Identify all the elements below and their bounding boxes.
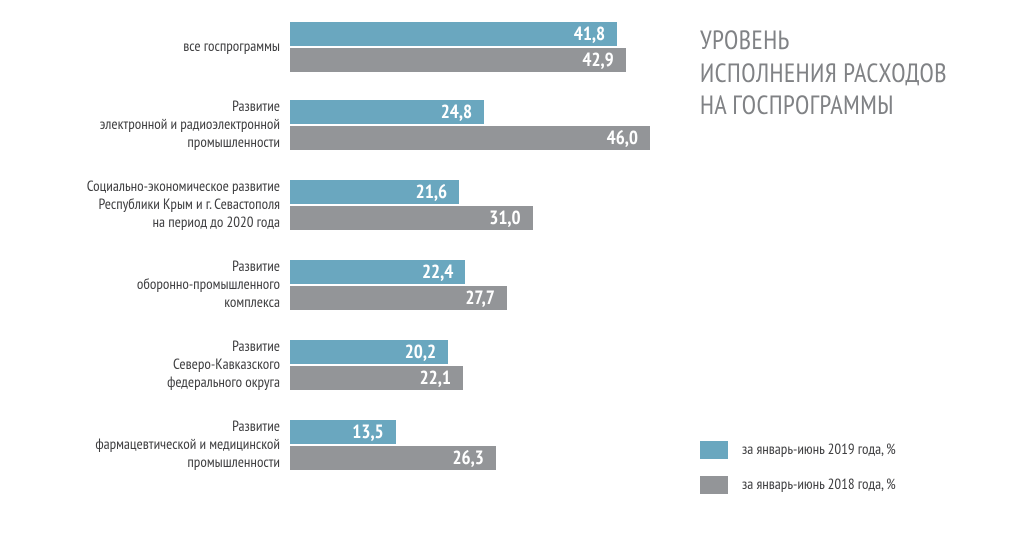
title-line: НА ГОСПРОГРАММЫ (700, 89, 894, 122)
bar-value: 31,0 (489, 206, 520, 230)
bar-y2019: 13,5 (290, 420, 396, 444)
bar-y2018: 31,0 (290, 206, 533, 230)
chart-row: РазвитиеСеверо-Кавказскогофедерального о… (40, 338, 650, 392)
bar-y2019: 20,2 (290, 340, 448, 364)
bar-y2019: 21,6 (290, 180, 459, 204)
chart-title: УРОВЕНЬИСПОЛНЕНИЯ РАСХОДОВНА ГОСПРОГРАММ… (700, 25, 1010, 123)
chart-container: УРОВЕНЬИСПОЛНЕНИЯ РАСХОДОВНА ГОСПРОГРАММ… (0, 0, 1024, 549)
chart-row: Развитиефармацевтической и медицинскойпр… (40, 418, 650, 472)
legend-item: за январь-июнь 2019 года, % (700, 440, 1000, 459)
chart-row: Развитиеэлектронной и радиоэлектроннойпр… (40, 98, 650, 152)
bar-value: 20,2 (405, 340, 436, 364)
bar-value: 41,8 (574, 22, 605, 46)
title-line: УРОВЕНЬ (700, 24, 790, 57)
bar-y2018: 26,3 (290, 446, 496, 470)
legend-swatch (700, 441, 728, 459)
legend-label: за январь-июнь 2019 года, % (742, 440, 896, 459)
bar-y2019: 41,8 (290, 22, 617, 46)
title-line: ИСПОЛНЕНИЯ РАСХОДОВ (700, 57, 947, 90)
bar-group: 20,222,1 (290, 340, 650, 390)
bar-value: 22,1 (420, 366, 451, 390)
legend-item: за январь-июнь 2018 года, % (700, 475, 1000, 494)
bar-group: 13,5 26,3 (290, 420, 650, 470)
chart-row: Развитиеоборонно-промышленногокомплекса2… (40, 258, 650, 312)
bar-y2018: 27,7 (290, 286, 507, 310)
chart-row: все госпрограммы41,842,9 (40, 22, 650, 72)
bar-value: 42,9 (582, 48, 613, 72)
bar-value: 22,4 (422, 260, 453, 284)
bar-y2019: 24,8 (290, 100, 484, 124)
bar-group: 21,6 31,0 (290, 180, 650, 230)
category-label: РазвитиеСеверо-Кавказскогофедерального о… (40, 338, 290, 392)
category-label: Развитиеоборонно-промышленногокомплекса (40, 258, 290, 312)
bar-y2019: 22,4 (290, 260, 465, 284)
bar-value: 26,3 (452, 446, 483, 470)
legend-label: за январь-июнь 2018 года, % (742, 475, 896, 494)
bar-y2018: 46,0 (290, 126, 650, 150)
bar-value: 21,6 (416, 180, 447, 204)
bar-y2018: 42,9 (290, 48, 626, 72)
bar-value: 27,7 (465, 286, 494, 310)
chart-row: Социально-экономическое развитиеРеспубли… (40, 178, 650, 232)
bar-chart: все госпрограммы41,842,9Развитиеэлектрон… (40, 22, 650, 498)
legend: за январь-июнь 2019 года, % за январь-июн… (700, 440, 1000, 510)
bar-value: 13,5 (352, 420, 383, 444)
bar-group: 24,8 46,0 (290, 100, 650, 150)
bar-y2018: 22,1 (290, 366, 463, 390)
legend-swatch (700, 476, 728, 494)
category-label: все госпрограммы (40, 38, 290, 56)
category-label: Социально-экономическое развитиеРеспубли… (40, 178, 290, 232)
category-label: Развитиеэлектронной и радиоэлектроннойпр… (40, 98, 290, 152)
category-label: Развитиефармацевтической и медицинскойпр… (40, 418, 290, 472)
bar-value: 24,8 (441, 100, 472, 124)
bar-group: 22,4 27,7 (290, 260, 650, 310)
bar-group: 41,842,9 (290, 22, 650, 72)
bar-value: 46,0 (607, 126, 638, 150)
